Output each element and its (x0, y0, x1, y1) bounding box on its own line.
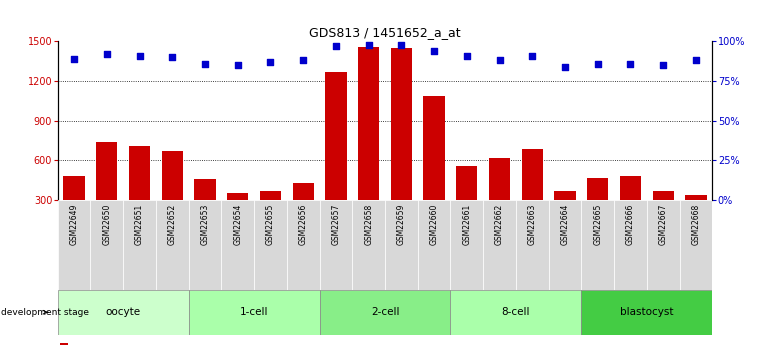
Bar (417, 200, 450, 290)
Point (624, 61, 637, 66)
Bar (227, 194, 249, 240)
Text: GSM22663: GSM22663 (527, 204, 537, 245)
Point (526, 53, 538, 58)
Bar (156, 200, 189, 290)
Bar (58, 200, 91, 290)
Point (264, 59, 276, 65)
Text: GSM22650: GSM22650 (102, 204, 112, 245)
Point (690, 58, 702, 63)
Bar (320, 200, 353, 290)
Point (133, 53, 146, 58)
Bar (189, 200, 222, 290)
Text: blastocyst: blastocyst (620, 307, 674, 317)
Bar (620, 176, 641, 240)
Point (68, 56, 80, 62)
Bar (456, 166, 477, 240)
Point (591, 61, 604, 66)
Point (428, 48, 440, 54)
Text: GSM22658: GSM22658 (364, 204, 373, 245)
Bar (194, 179, 216, 240)
Text: oocyte: oocyte (105, 307, 141, 317)
Bar (581, 200, 614, 290)
Bar (91, 200, 123, 290)
Bar (358, 47, 380, 240)
Bar (614, 200, 647, 290)
Bar (581, 290, 712, 335)
Point (330, 43, 342, 49)
Title: GDS813 / 1451652_a_at: GDS813 / 1451652_a_at (310, 26, 460, 39)
Bar (254, 200, 287, 290)
Text: GSM22668: GSM22668 (691, 204, 701, 245)
Text: 1-cell: 1-cell (239, 307, 269, 317)
Point (559, 64, 571, 70)
Bar (390, 48, 412, 240)
Bar (325, 72, 346, 240)
Text: GSM22654: GSM22654 (233, 204, 243, 245)
Text: GSM22652: GSM22652 (168, 204, 177, 245)
Text: 2-cell: 2-cell (370, 307, 400, 317)
Point (657, 62, 669, 68)
Bar (63, 176, 85, 240)
Point (363, 42, 375, 47)
Bar (353, 200, 385, 290)
Text: GSM22655: GSM22655 (266, 204, 275, 245)
Text: GSM22657: GSM22657 (331, 204, 340, 245)
Bar (516, 200, 548, 290)
Bar (685, 195, 707, 240)
Point (101, 51, 113, 57)
Text: development stage: development stage (2, 308, 89, 317)
Bar (96, 142, 118, 240)
Bar (293, 183, 314, 240)
Text: GSM22656: GSM22656 (299, 204, 308, 245)
Bar (679, 200, 712, 290)
Bar (385, 200, 417, 290)
Bar (424, 96, 445, 240)
Bar (162, 151, 183, 240)
Bar (129, 146, 150, 240)
Text: GSM22662: GSM22662 (495, 204, 504, 245)
Bar (489, 158, 511, 240)
Bar (222, 200, 254, 290)
Point (199, 61, 211, 66)
Text: GSM22659: GSM22659 (397, 204, 406, 245)
Point (494, 58, 506, 63)
Bar (286, 200, 320, 290)
Point (232, 62, 244, 68)
Bar (189, 290, 320, 335)
Bar (647, 200, 679, 290)
Text: GSM22653: GSM22653 (200, 204, 209, 245)
Text: 8-cell: 8-cell (501, 307, 531, 317)
Bar (320, 290, 450, 335)
Bar (652, 191, 674, 240)
Bar (123, 200, 156, 290)
Text: GSM22666: GSM22666 (626, 204, 635, 245)
Bar (521, 148, 543, 240)
Text: GSM22649: GSM22649 (69, 204, 79, 245)
Text: GSM22665: GSM22665 (593, 204, 602, 245)
Bar (548, 200, 581, 290)
Text: GSM22664: GSM22664 (561, 204, 570, 245)
Bar (484, 200, 516, 290)
Point (460, 53, 473, 58)
Bar (259, 191, 281, 240)
Bar (58, 290, 189, 335)
Point (395, 42, 407, 47)
Text: GSM22661: GSM22661 (462, 204, 471, 245)
Bar (554, 191, 576, 240)
Text: GSM22667: GSM22667 (658, 204, 668, 245)
Point (297, 58, 310, 63)
Text: GSM22660: GSM22660 (430, 204, 439, 245)
Bar (450, 200, 484, 290)
Bar (60, 343, 68, 345)
Bar (587, 178, 608, 240)
Bar (450, 290, 581, 335)
Point (166, 55, 179, 60)
Text: GSM22651: GSM22651 (135, 204, 144, 245)
